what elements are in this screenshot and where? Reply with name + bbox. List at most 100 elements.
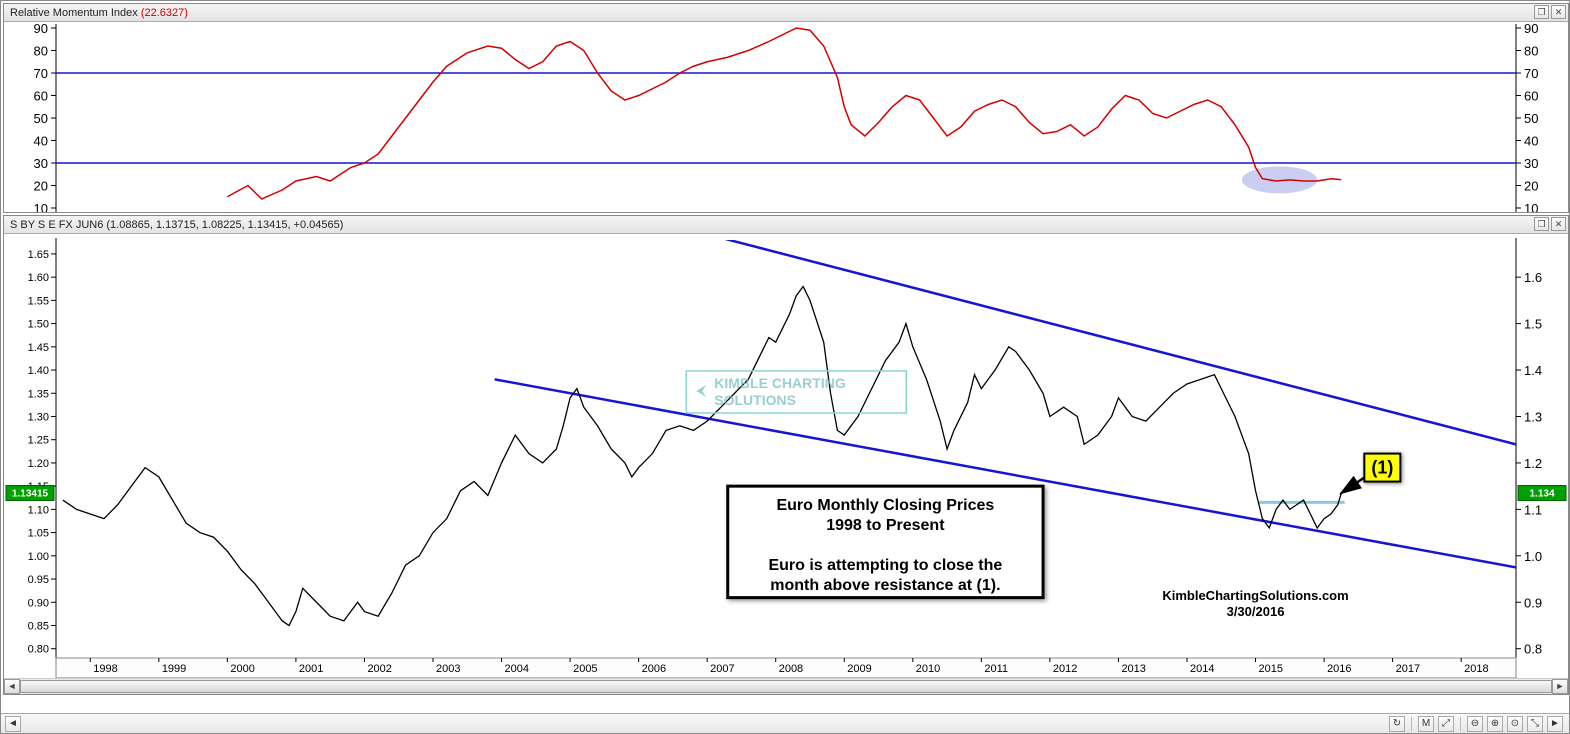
svg-text:2001: 2001 [299, 663, 323, 675]
price-chart-svg: 0.800.850.900.951.001.051.101.151.201.25… [4, 234, 1568, 694]
svg-text:2008: 2008 [779, 663, 803, 675]
svg-text:1.60: 1.60 [28, 272, 49, 284]
svg-text:Euro Monthly Closing Prices: Euro Monthly Closing Prices [776, 497, 994, 514]
restore-button[interactable]: ❐ [1534, 5, 1549, 19]
toolbar-button[interactable]: ⤡ [1527, 716, 1543, 732]
svg-text:80: 80 [1524, 44, 1538, 59]
scroll-track[interactable] [20, 679, 1552, 694]
rmi-chart-body: 10 10 20 20 30 30 40 40 50 50 60 60 70 70 80 80 90 90 [4, 22, 1568, 212]
svg-text:2017: 2017 [1396, 663, 1420, 675]
svg-text:2016: 2016 [1327, 663, 1351, 675]
svg-text:1.3: 1.3 [1524, 409, 1542, 424]
close-button[interactable]: ✕ [1551, 5, 1566, 19]
svg-text:0.80: 0.80 [28, 644, 49, 656]
svg-text:50: 50 [34, 111, 48, 126]
svg-text:0.90: 0.90 [28, 597, 49, 609]
svg-text:1.5: 1.5 [1524, 317, 1542, 332]
svg-text:1.134: 1.134 [1529, 489, 1554, 500]
svg-text:60: 60 [34, 89, 48, 104]
svg-text:80: 80 [34, 44, 48, 59]
svg-text:1.20: 1.20 [28, 458, 49, 470]
svg-text:1.35: 1.35 [28, 388, 49, 400]
price-title-values: (1.08865, 1.13715, 1.08225, 1.13415, +0.… [106, 219, 343, 231]
rmi-panel: Relative Momentum Index (22.6327) ❐ ✕ 10… [3, 3, 1569, 213]
svg-text:70: 70 [1524, 66, 1538, 81]
svg-text:90: 90 [34, 22, 48, 36]
svg-text:2000: 2000 [230, 663, 254, 675]
svg-text:90: 90 [1524, 22, 1538, 36]
toolbar-right-arrow[interactable]: ► [1547, 716, 1563, 732]
svg-text:SOLUTIONS: SOLUTIONS [714, 392, 796, 408]
svg-text:2010: 2010 [916, 663, 940, 675]
svg-text:1.0: 1.0 [1524, 549, 1542, 564]
svg-text:1.4: 1.4 [1524, 363, 1542, 378]
svg-text:60: 60 [1524, 89, 1538, 104]
svg-text:2005: 2005 [573, 663, 597, 675]
svg-text:2013: 2013 [1121, 663, 1145, 675]
svg-text:40: 40 [34, 134, 48, 149]
svg-text:20: 20 [1524, 179, 1538, 194]
toolbar-button[interactable]: ⊖ [1467, 716, 1483, 732]
svg-text:20: 20 [34, 179, 48, 194]
svg-text:2006: 2006 [642, 663, 666, 675]
scroll-right-button[interactable]: ► [1552, 679, 1568, 694]
svg-text:1.6: 1.6 [1524, 270, 1542, 285]
price-panel: S BY S E FX JUN6 (1.08865, 1.13715, 1.08… [3, 215, 1569, 695]
rmi-chart-svg: 10 10 20 20 30 30 40 40 50 50 60 60 70 70 80 80 90 90 [4, 22, 1568, 212]
svg-text:1.13415: 1.13415 [12, 489, 49, 500]
rmi-panel-header: Relative Momentum Index (22.6327) ❐ ✕ [4, 4, 1568, 22]
price-title: S BY S E FX JUN6 [10, 219, 103, 231]
svg-text:1.00: 1.00 [28, 551, 49, 563]
toolbar-button[interactable]: M [1418, 716, 1434, 732]
scroll-left-button[interactable]: ◄ [4, 679, 20, 694]
toolbar-button[interactable]: ↻ [1389, 716, 1405, 732]
toolbar-left-arrow[interactable]: ◄ [5, 716, 21, 732]
svg-text:1.30: 1.30 [28, 411, 49, 423]
svg-text:10: 10 [34, 201, 48, 212]
toolbar-button[interactable]: ⊙ [1507, 716, 1523, 732]
svg-text:2014: 2014 [1190, 663, 1214, 675]
svg-text:30: 30 [1524, 156, 1538, 171]
svg-text:1999: 1999 [162, 663, 186, 675]
svg-text:1.2: 1.2 [1524, 456, 1542, 471]
price-chart-body: 0.800.850.900.951.001.051.101.151.201.25… [4, 234, 1568, 694]
svg-text:2002: 2002 [367, 663, 391, 675]
toolbar-button[interactable]: ⤢ [1438, 716, 1454, 732]
toolbar-button[interactable]: ⊕ [1487, 716, 1503, 732]
svg-text:Euro is attempting to close th: Euro is attempting to close the [768, 557, 1002, 574]
bottom-toolbar: ◄ ↻ M⤢ ⊖⊕⊙⤡► [1, 713, 1569, 733]
svg-text:0.95: 0.95 [28, 574, 49, 586]
svg-text:1.25: 1.25 [28, 435, 49, 447]
svg-text:70: 70 [34, 66, 48, 81]
svg-text:1998 to Present: 1998 to Present [826, 517, 945, 534]
scroll-thumb[interactable] [20, 680, 1552, 693]
svg-text:0.8: 0.8 [1524, 642, 1542, 657]
svg-text:2003: 2003 [436, 663, 460, 675]
close-button[interactable]: ✕ [1551, 217, 1566, 231]
svg-text:2012: 2012 [1053, 663, 1077, 675]
svg-text:(1): (1) [1371, 458, 1393, 478]
svg-text:1.50: 1.50 [28, 319, 49, 331]
svg-text:10: 10 [1524, 201, 1538, 212]
price-panel-header: S BY S E FX JUN6 (1.08865, 1.13715, 1.08… [4, 216, 1568, 234]
svg-text:1.40: 1.40 [28, 365, 49, 377]
svg-text:2007: 2007 [710, 663, 734, 675]
svg-text:1.10: 1.10 [28, 504, 49, 516]
svg-text:1.05: 1.05 [28, 528, 49, 540]
svg-text:KIMBLE CHARTING: KIMBLE CHARTING [714, 375, 846, 391]
svg-text:2009: 2009 [847, 663, 871, 675]
svg-text:month above resistance at (1).: month above resistance at (1). [770, 577, 1000, 594]
rmi-value: (22.6327) [141, 7, 188, 19]
svg-text:2018: 2018 [1464, 663, 1488, 675]
svg-text:1.1: 1.1 [1524, 502, 1542, 517]
svg-text:1998: 1998 [93, 663, 117, 675]
svg-text:2011: 2011 [984, 663, 1008, 675]
svg-text:1.65: 1.65 [28, 249, 49, 261]
svg-text:30: 30 [34, 156, 48, 171]
svg-text:2004: 2004 [505, 663, 529, 675]
svg-text:1.55: 1.55 [28, 295, 49, 307]
svg-text:40: 40 [1524, 134, 1538, 149]
rmi-title: Relative Momentum Index [10, 7, 138, 19]
svg-text:50: 50 [1524, 111, 1538, 126]
restore-button[interactable]: ❐ [1534, 217, 1549, 231]
